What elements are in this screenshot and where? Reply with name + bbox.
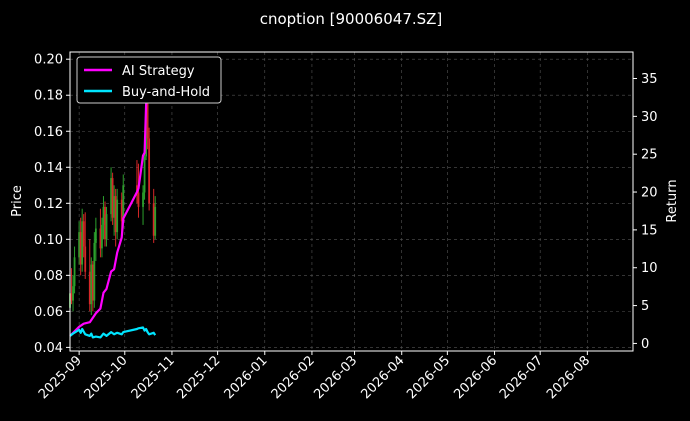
- candle-body: [79, 232, 82, 265]
- candle: [84, 212, 87, 279]
- buy-and-hold-line: [69, 326, 157, 339]
- y-left-tick-label: 0.18: [34, 89, 63, 104]
- candle-body: [84, 246, 87, 272]
- candle: [73, 246, 76, 294]
- candle-body: [122, 185, 125, 222]
- candle-body: [105, 214, 108, 240]
- y-left-tick-label: 0.06: [34, 305, 63, 320]
- y-axis-right-ticks: 0 5 10 15 20 25 30 35: [633, 72, 658, 352]
- y-left-tick-label: 0.04: [34, 341, 63, 356]
- legend-label-ai-strategy: AI Strategy: [122, 64, 195, 79]
- candle: [91, 260, 94, 312]
- candle: [114, 188, 117, 247]
- candle: [99, 208, 102, 258]
- candle: [81, 208, 84, 272]
- candle: [110, 167, 112, 222]
- candle-body: [81, 221, 84, 265]
- candle: [154, 196, 157, 240]
- legend-label-buy-and-hold: Buy-and-Hold: [122, 85, 210, 100]
- y-axis-right-label: Return: [665, 179, 680, 222]
- chart-title: cnoption [90006047.SZ]: [260, 10, 443, 28]
- candle-body: [146, 95, 149, 139]
- candle-body: [136, 185, 138, 193]
- series-lines: [69, 69, 157, 339]
- candle-body: [99, 228, 102, 249]
- legend: AI Strategy Buy-and-Hold: [76, 56, 222, 104]
- candle-body: [137, 192, 140, 207]
- candle: [94, 217, 97, 261]
- y-right-tick-label: 10: [641, 261, 658, 276]
- candle-body: [101, 224, 103, 249]
- candle: [113, 185, 116, 236]
- candle-body: [90, 264, 93, 305]
- candle-body: [142, 192, 144, 207]
- y-axis-left-ticks: 0.04 0.06 0.08 0.10 0.12 0.14 0.16 0.18 0.20: [34, 53, 70, 356]
- candle-body: [148, 138, 151, 204]
- y-left-tick-label: 0.08: [34, 269, 63, 284]
- y-left-tick-label: 0.16: [34, 125, 63, 140]
- candle-body: [91, 264, 94, 301]
- candle: [148, 127, 151, 211]
- candle: [93, 232, 96, 308]
- candle-body: [111, 178, 114, 218]
- ai-strategy-line: [69, 69, 149, 337]
- candle-body: [93, 242, 96, 301]
- candle-body: [113, 196, 116, 218]
- candle: [101, 217, 103, 258]
- y-right-tick-label: 5: [641, 299, 649, 314]
- y-right-tick-label: 25: [641, 148, 658, 163]
- candle: [105, 206, 108, 247]
- candle-body: [110, 178, 112, 215]
- candle: [78, 221, 81, 265]
- y-right-tick-label: 20: [641, 186, 658, 201]
- y-left-tick-label: 0.10: [34, 233, 63, 248]
- candle: [90, 257, 93, 315]
- candle: [143, 149, 146, 200]
- candle: [116, 188, 119, 240]
- legend-box: [76, 56, 222, 104]
- candle-body: [120, 199, 123, 222]
- y-right-tick-label: 30: [641, 110, 658, 125]
- candle-body: [104, 206, 106, 240]
- candle-body: [102, 206, 105, 225]
- candle-body: [116, 199, 119, 233]
- candle: [136, 160, 138, 204]
- candle-body: [88, 271, 91, 305]
- candle: [152, 188, 155, 243]
- y-left-tick-label: 0.14: [34, 161, 63, 176]
- plot-frame: [69, 51, 634, 352]
- y-axis-left-label: Price: [10, 185, 25, 217]
- y-left-tick-label: 0.20: [34, 53, 63, 68]
- candle: [88, 239, 91, 312]
- y-right-tick-label: 0: [641, 337, 649, 352]
- candle-body: [143, 156, 146, 193]
- candle-body: [70, 293, 73, 301]
- candle-body: [82, 221, 85, 247]
- candle: [70, 268, 73, 305]
- candle-body: [73, 257, 76, 287]
- y-right-tick-label: 35: [641, 72, 658, 87]
- candle: [79, 217, 82, 276]
- candle-body: [114, 196, 117, 233]
- candle: [111, 172, 114, 225]
- y-left-tick-label: 0.12: [34, 197, 63, 212]
- candle-body: [94, 228, 97, 243]
- candle: [104, 201, 106, 247]
- candle: [72, 275, 74, 312]
- candle-body: [78, 232, 81, 258]
- candle-body: [72, 286, 74, 301]
- candle-body: [154, 206, 157, 236]
- candle: [102, 196, 105, 240]
- y-right-tick-label: 15: [641, 223, 658, 238]
- candle-body: [152, 203, 155, 236]
- candle: [142, 185, 144, 225]
- candle: [82, 214, 85, 258]
